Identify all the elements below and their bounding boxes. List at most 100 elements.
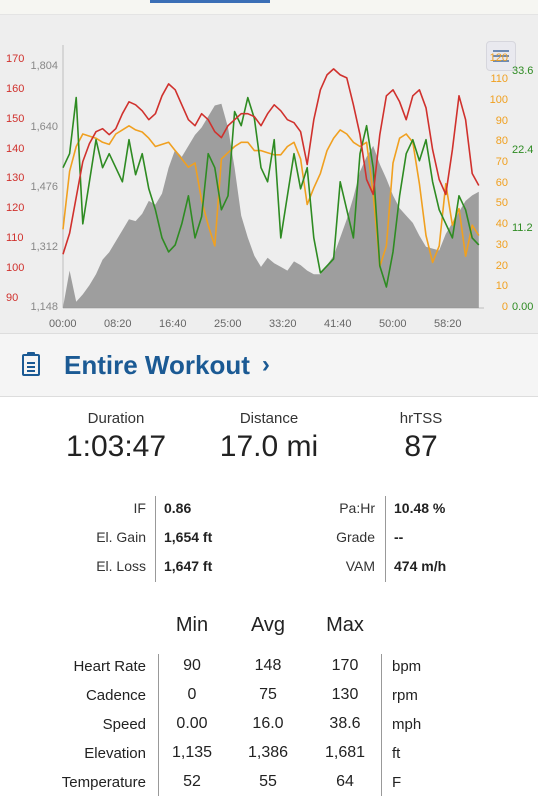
row-label-cadence: Cadence xyxy=(85,687,146,704)
active-tab-indicator xyxy=(150,0,270,3)
cadence-tick-label: 90 xyxy=(495,114,508,127)
time-tick-label: 50:00 xyxy=(379,318,407,330)
speed-tick-label: 0.00 xyxy=(512,301,534,313)
elevation-min: 1,135 xyxy=(171,744,213,761)
heart-rate-line xyxy=(62,68,480,255)
hrtss-value: 87 xyxy=(404,430,438,463)
col-min: Min xyxy=(175,614,209,636)
time-tick-label: 16:40 xyxy=(159,318,187,330)
elevation-tick-label: 1,148 xyxy=(30,301,58,313)
time-tick-label: 00:00 xyxy=(49,318,77,330)
metrics-left-divider xyxy=(155,496,156,582)
cadence-tick-label: 100 xyxy=(489,93,508,106)
temperature-min: 52 xyxy=(183,773,201,790)
chart-menu-icon[interactable] xyxy=(486,41,516,71)
speed-min: 0.00 xyxy=(176,715,208,732)
cadence-unit: rpm xyxy=(392,687,418,704)
grade-label: Grade xyxy=(336,529,375,545)
cadence-tick-label: 80 xyxy=(495,135,508,148)
range-title[interactable]: Entire Workout xyxy=(64,349,250,380)
cadence-line xyxy=(62,125,480,268)
row-label-elevation: Elevation xyxy=(84,745,146,762)
elevation-tick-label: 1,476 xyxy=(30,180,58,193)
speed-line xyxy=(62,96,480,288)
speed-max: 38.6 xyxy=(329,715,361,732)
elevation-tick-label: 1,804 xyxy=(30,60,58,73)
cadence-max: 130 xyxy=(331,686,359,703)
temperature-max: 64 xyxy=(336,773,354,790)
hr-tick-label: 90 xyxy=(6,292,19,305)
heart-rate-min: 90 xyxy=(183,657,201,674)
elevation-unit: ft xyxy=(392,745,401,762)
row-label-temperature: Temperature xyxy=(61,774,146,791)
duration-value: 1:03:47 xyxy=(65,430,167,463)
hr-tick-label: 140 xyxy=(6,142,25,155)
el-gain-value: 1,654 ft xyxy=(164,529,213,545)
hr-tick-label: 100 xyxy=(6,262,25,275)
row-label-heart-rate: Heart Rate xyxy=(73,658,146,675)
distance-label: Distance xyxy=(239,410,299,427)
cadence-tick-label: 60 xyxy=(495,176,508,189)
clipboard-icon xyxy=(22,352,40,376)
time-tick-label: 58:20 xyxy=(434,318,462,330)
hr-tick-label: 130 xyxy=(6,172,25,185)
grade-value: -- xyxy=(394,529,404,545)
hr-tick-label: 160 xyxy=(6,82,25,95)
cadence-tick-label: 50 xyxy=(495,197,508,210)
cadence-min: 0 xyxy=(187,686,197,703)
speed-tick-label: 11.2 xyxy=(512,222,533,235)
vam-value: 474 m/h xyxy=(394,558,447,574)
heart-rate-max: 170 xyxy=(331,657,359,674)
vam-label: VAM xyxy=(345,558,375,574)
el-loss-label: El. Loss xyxy=(96,558,146,574)
chevron-right-icon[interactable]: › xyxy=(261,351,270,378)
cadence-tick-label: 70 xyxy=(495,156,508,169)
top-tab-strip xyxy=(0,0,538,15)
workout-chart[interactable]: 170 160 150 140 130 120 110 100 90 1,804 1,640 1,47… xyxy=(0,15,538,333)
col-avg: Avg xyxy=(250,614,286,636)
col-max: Max xyxy=(326,614,364,636)
el-gain-label: El. Gain xyxy=(96,529,146,545)
hr-tick-label: 110 xyxy=(6,232,24,245)
heart-rate-avg: 148 xyxy=(254,657,282,674)
range-header[interactable]: Entire Workout › xyxy=(0,333,538,397)
cadence-tick-label: 20 xyxy=(495,259,508,272)
if-value: 0.86 xyxy=(164,500,192,516)
cadence-tick-label: 40 xyxy=(495,218,508,231)
cadence-avg: 75 xyxy=(259,686,277,703)
if-label: IF xyxy=(133,500,146,516)
el-loss-value: 1,647 ft xyxy=(164,558,213,574)
pahr-label: Pa:Hr xyxy=(339,500,375,516)
stats-left-divider xyxy=(158,654,159,796)
workout-chart-svg xyxy=(62,45,484,309)
stats-right-divider xyxy=(381,654,382,796)
hr-tick-label: 170 xyxy=(6,52,25,65)
hrtss-label: hrTSS xyxy=(399,410,443,427)
time-tick-label: 08:20 xyxy=(104,318,132,330)
cadence-tick-label: 120 xyxy=(489,52,508,65)
cadence-tick-label: 110 xyxy=(490,73,508,86)
cadence-tick-label: 30 xyxy=(495,238,508,251)
distance-value: 17.0 mi xyxy=(219,430,319,463)
hr-tick-label: 120 xyxy=(6,202,25,215)
duration-label: Duration xyxy=(87,410,145,427)
speed-unit: mph xyxy=(392,716,422,733)
hr-tick-label: 150 xyxy=(6,112,25,125)
cadence-tick-label: 10 xyxy=(495,280,508,293)
heart-rate-unit: bpm xyxy=(392,658,422,675)
elevation-max: 1,681 xyxy=(324,744,366,761)
metrics-right-divider xyxy=(385,496,386,582)
speed-tick-label: 33.6 xyxy=(512,65,534,78)
elevation-tick-label: 1,640 xyxy=(30,120,58,133)
cadence-tick-label: 0 xyxy=(501,301,508,313)
time-tick-label: 41:40 xyxy=(324,318,352,330)
speed-tick-label: 22.4 xyxy=(512,143,534,156)
temperature-avg: 55 xyxy=(259,773,277,790)
time-tick-label: 25:00 xyxy=(214,318,242,330)
temperature-unit: F xyxy=(392,774,402,791)
speed-avg: 16.0 xyxy=(252,715,284,732)
elevation-avg: 1,386 xyxy=(247,744,289,761)
time-tick-label: 33:20 xyxy=(269,318,297,330)
pahr-value: 10.48 % xyxy=(394,500,446,516)
elevation-area xyxy=(63,103,479,308)
